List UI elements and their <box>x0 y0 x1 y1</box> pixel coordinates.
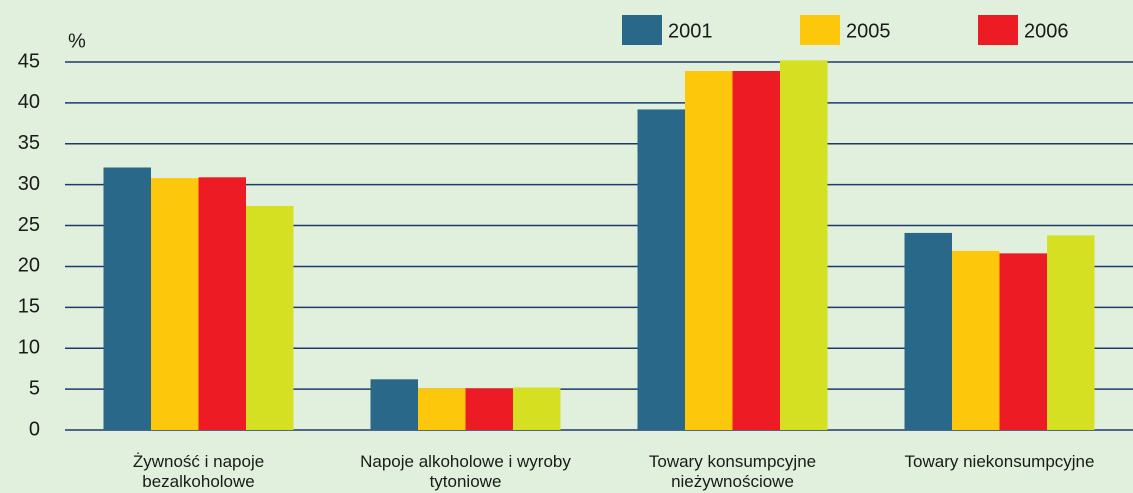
bar <box>780 60 828 431</box>
bar <box>1047 235 1095 430</box>
y-tick-label: 0 <box>29 418 40 440</box>
legend-swatch <box>800 15 840 45</box>
y-axis-label: % <box>68 30 86 52</box>
bar <box>952 250 1000 430</box>
legend-swatch <box>622 15 662 45</box>
y-tick-label: 25 <box>18 214 40 236</box>
y-tick-label: 5 <box>29 377 40 399</box>
bar <box>513 387 561 430</box>
x-tick-label: Napoje alkoholowe i wyroby tytoniowe <box>360 452 571 491</box>
y-tick-label: 45 <box>18 50 40 72</box>
bar <box>370 379 418 430</box>
x-tick-label: Żywność i napoje bezalkoholowe <box>132 452 265 491</box>
bar <box>103 167 151 430</box>
bar <box>685 70 733 431</box>
bar <box>151 178 199 430</box>
bar <box>999 253 1047 430</box>
legend-label: 2001 <box>668 20 713 42</box>
y-tick-label: 40 <box>18 91 40 113</box>
bar <box>246 205 294 430</box>
legend-label: 2006 <box>1024 20 1069 42</box>
x-tick-label: Towary konsumpcyjne nieżywnościowe <box>648 452 817 491</box>
y-tick-label: 10 <box>18 337 40 359</box>
bar <box>198 177 246 430</box>
y-tick-label: 35 <box>18 132 40 154</box>
legend-label: 2005 <box>846 20 891 42</box>
y-tick-label: 30 <box>18 173 40 195</box>
y-tick-label: 15 <box>18 296 40 318</box>
legend-swatch <box>978 15 1018 45</box>
bar <box>418 388 466 430</box>
bar <box>904 232 952 430</box>
bar <box>637 109 685 430</box>
bar <box>465 388 513 430</box>
bar <box>732 70 780 431</box>
x-tick-label: Towary niekonsumpcyjne <box>904 452 1095 471</box>
y-tick-label: 20 <box>18 255 40 277</box>
